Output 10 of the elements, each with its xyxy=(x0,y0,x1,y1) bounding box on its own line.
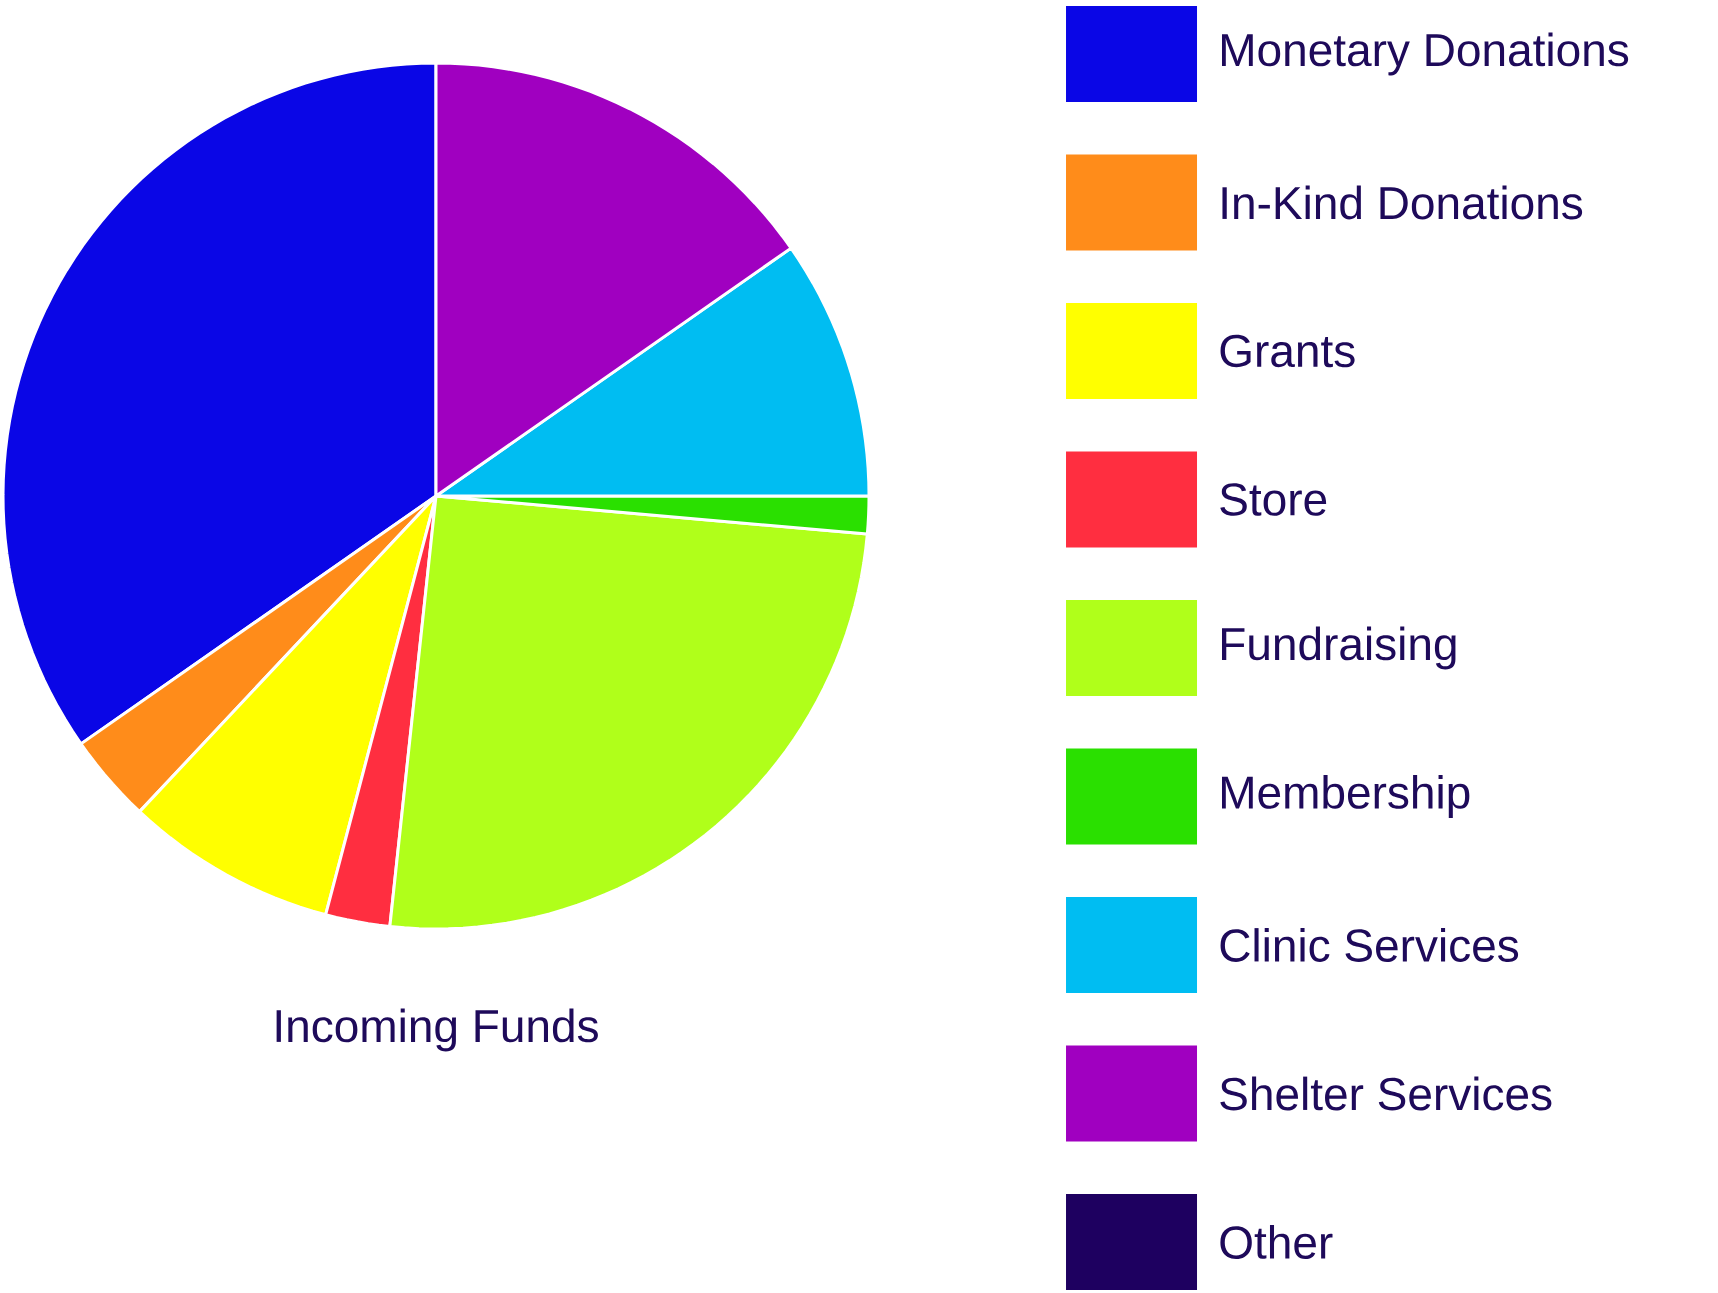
legend-label: Clinic Services xyxy=(1220,928,1519,962)
legend-label: In-Kind Donations xyxy=(1222,185,1583,220)
text: Incoming Funds xyxy=(276,1008,598,1052)
legend-label: Membership xyxy=(1222,775,1470,818)
legend-label: Other xyxy=(1220,1225,1333,1259)
legend-label: Grants xyxy=(1220,334,1355,368)
legend-label: Monetary Donations xyxy=(1222,32,1629,76)
legend-label: Shelter Services xyxy=(1220,1076,1552,1111)
legend-label: Fundraising xyxy=(1222,626,1456,670)
legend-label: Store xyxy=(1220,483,1327,516)
